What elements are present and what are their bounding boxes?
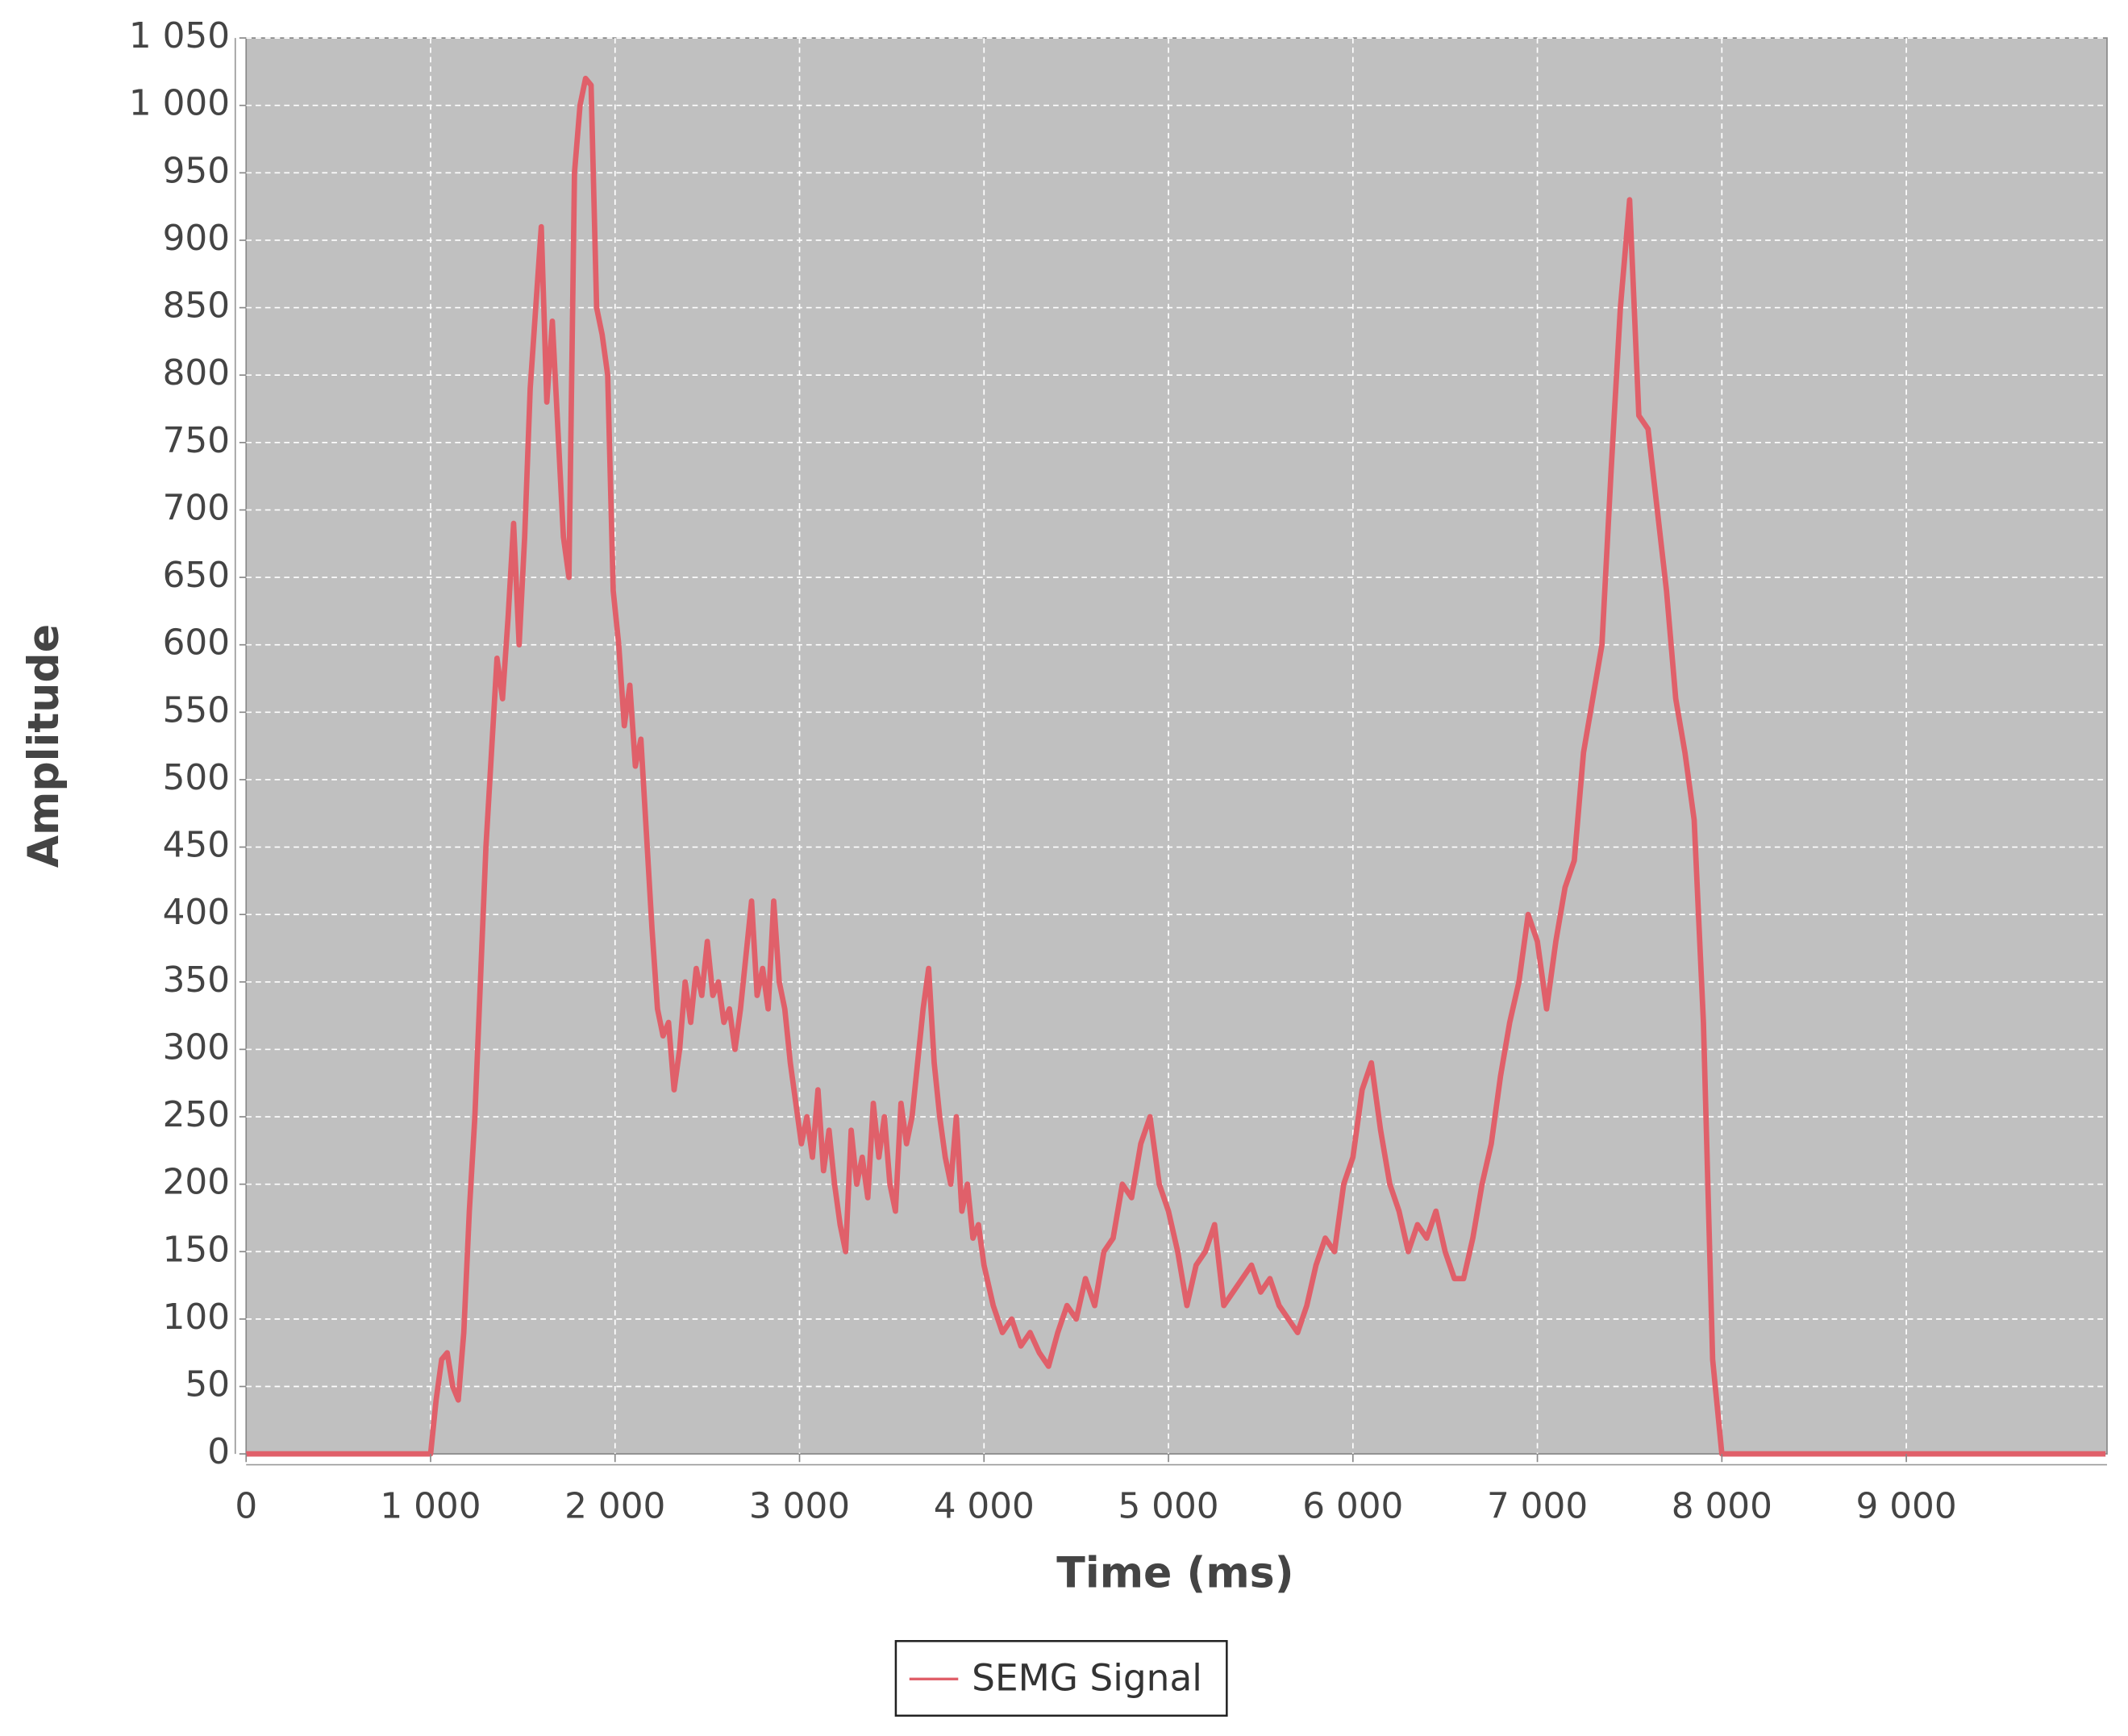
x-tick-label: 0 (235, 1485, 257, 1526)
x-tick-label: 8 000 (1672, 1485, 1772, 1526)
y-tick-label: 200 (163, 1162, 230, 1203)
y-tick-label: 50 (185, 1364, 230, 1405)
y-tick-label: 450 (163, 825, 230, 866)
y-tick-label: 0 (207, 1431, 230, 1472)
y-tick-label: 1 050 (129, 15, 230, 56)
y-tick-label: 650 (163, 555, 230, 596)
grid (246, 37, 2107, 1455)
x-tick-label: 1 000 (380, 1485, 481, 1526)
x-tick-label: 2 000 (564, 1485, 665, 1526)
data-line (246, 75, 2106, 1457)
y-tick-label: 1 000 (129, 83, 230, 124)
y-tick-label: 500 (163, 757, 230, 798)
axes: 0 50 100 150 200 250 300 350 400 450 500 550 600 650 7… (129, 15, 2107, 1526)
y-tick-label: 150 (163, 1229, 230, 1270)
y-tick-label: 600 (163, 622, 230, 664)
x-tick-label: 5 000 (1118, 1485, 1218, 1526)
y-tick-label: 850 (163, 285, 230, 327)
legend-label: SEMG Signal (972, 1657, 1202, 1700)
x-tick-label: 3 000 (749, 1485, 850, 1526)
y-tick-label: 950 (163, 150, 230, 191)
y-tick-label: 300 (163, 1026, 230, 1068)
x-tick-label: 7 000 (1487, 1485, 1588, 1526)
y-tick-label: 700 (163, 487, 230, 528)
y-tick-label: 400 (163, 892, 230, 933)
y-tick-label: 750 (163, 420, 230, 461)
y-tick-label: 550 (163, 689, 230, 731)
y-tick-label: 350 (163, 960, 230, 1001)
y-tick-label: 800 (163, 352, 230, 393)
y-tick-label: 250 (163, 1094, 230, 1135)
marks (246, 75, 2106, 1457)
y-tick-label: 900 (163, 218, 230, 259)
x-axis-title: Time (ms) (1056, 1550, 1293, 1598)
x-tick-label: 9 000 (1856, 1485, 1957, 1526)
y-axis-title: Amplitude (20, 624, 69, 868)
x-tick-label: 4 000 (934, 1485, 1035, 1526)
legend: SEMG Signal (894, 1639, 1228, 1717)
y-tick-label: 100 (163, 1297, 230, 1338)
x-tick-label: 6 000 (1302, 1485, 1403, 1526)
plot-area (245, 37, 2108, 1455)
